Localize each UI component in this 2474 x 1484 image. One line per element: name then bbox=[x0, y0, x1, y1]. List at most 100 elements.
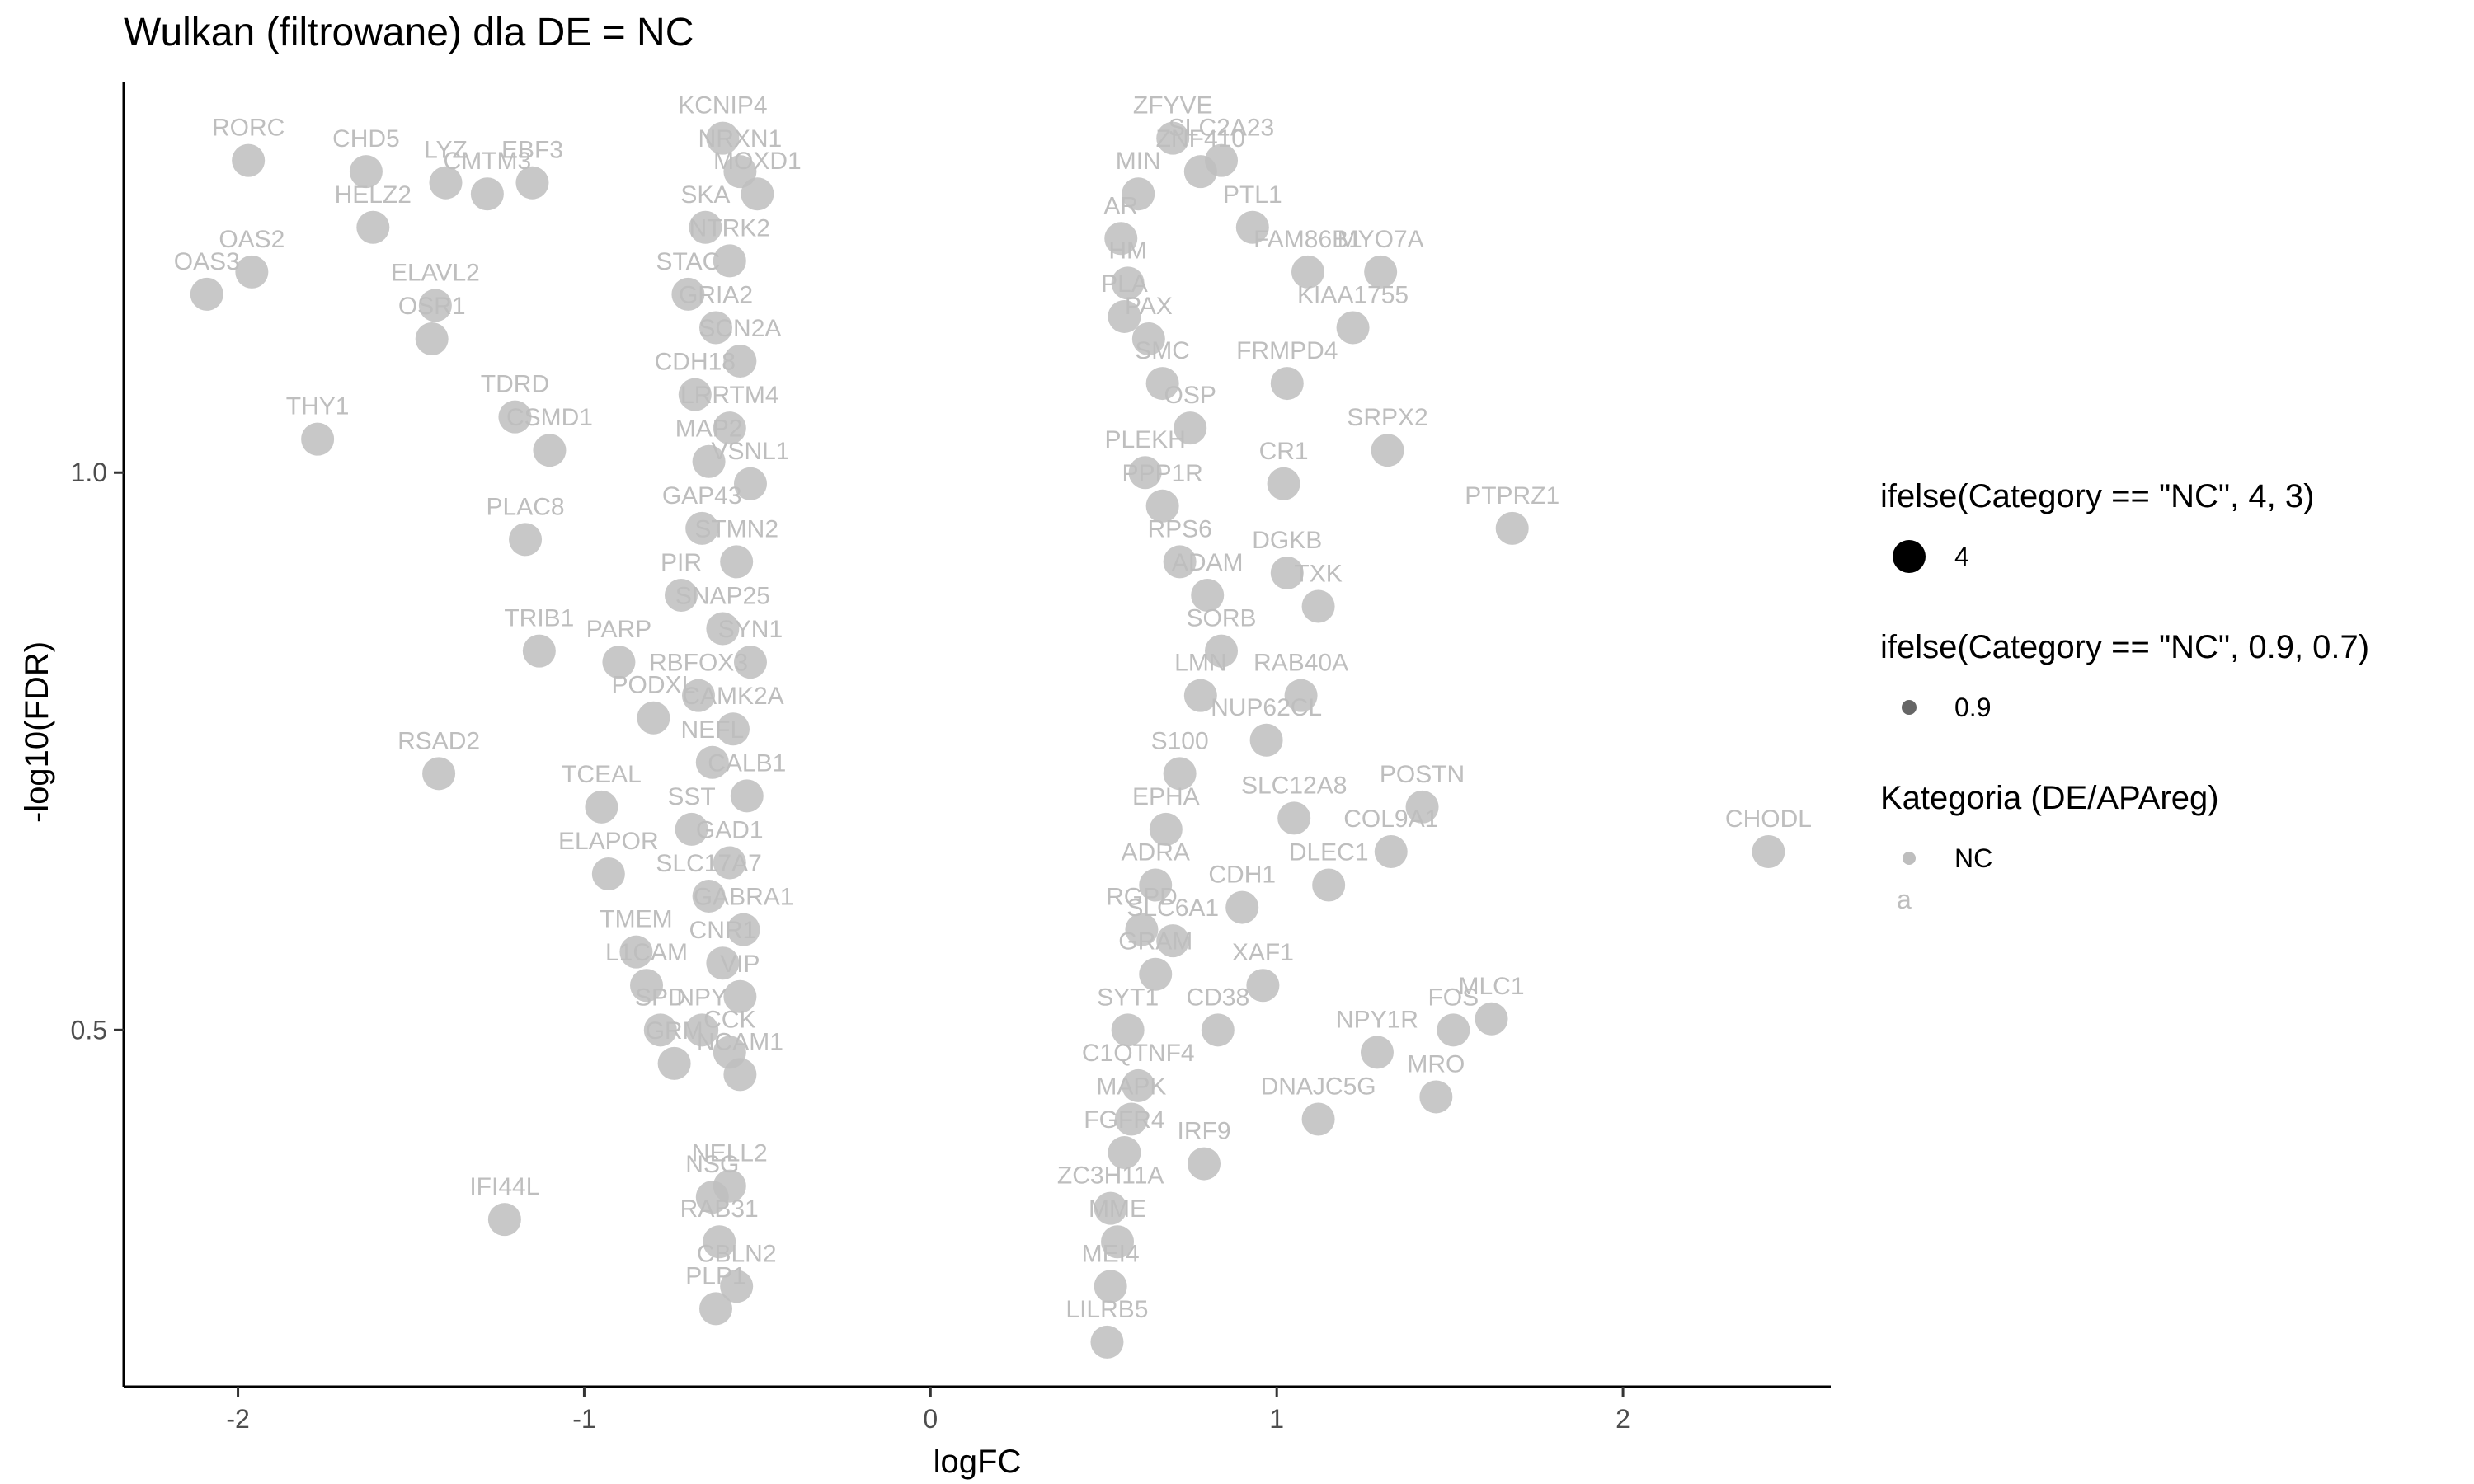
data-point bbox=[1108, 1136, 1141, 1170]
data-point bbox=[1225, 890, 1259, 924]
data-point bbox=[1108, 299, 1141, 333]
data-point bbox=[356, 210, 390, 244]
data-point bbox=[630, 969, 664, 1003]
data-point bbox=[713, 244, 746, 278]
point-label: PIR bbox=[661, 549, 702, 576]
point-label: OAS2 bbox=[219, 226, 285, 253]
point-label: SST bbox=[667, 783, 715, 810]
data-point bbox=[1267, 467, 1300, 500]
point-label: MIN bbox=[1116, 148, 1161, 175]
legend-size-title: ifelse(Category == "NC", 4, 3) bbox=[1880, 478, 2315, 514]
data-point bbox=[1122, 177, 1155, 211]
data-point bbox=[675, 812, 708, 846]
data-point bbox=[1437, 1013, 1470, 1047]
point-label: RPS6 bbox=[1147, 515, 1211, 542]
data-point bbox=[681, 679, 715, 712]
point-label: PTL1 bbox=[1223, 181, 1282, 209]
point-label: KIAA1755 bbox=[1297, 281, 1409, 308]
data-point bbox=[1205, 634, 1239, 668]
data-point bbox=[418, 289, 452, 322]
data-point bbox=[713, 1036, 746, 1069]
y-axis-title: -log10(FDR) bbox=[19, 641, 55, 823]
data-point bbox=[698, 311, 732, 345]
data-point bbox=[232, 143, 266, 177]
point-label: FOS bbox=[1427, 984, 1479, 1011]
point-label: SNAP25 bbox=[675, 583, 770, 610]
point-label: CSMD1 bbox=[506, 404, 593, 431]
point-label: NSG bbox=[685, 1151, 739, 1178]
data-point bbox=[1122, 1068, 1155, 1102]
data-point bbox=[349, 155, 383, 189]
data-point bbox=[692, 880, 726, 913]
data-point bbox=[522, 634, 556, 668]
point-label: SORB bbox=[1186, 605, 1256, 632]
point-label: SLC2A23 bbox=[1169, 115, 1274, 142]
legend-category-label: NC bbox=[1954, 843, 1993, 873]
data-point bbox=[1183, 155, 1217, 189]
data-point bbox=[733, 467, 767, 500]
legend-category: Kategoria (DE/APAreg) NC a bbox=[1880, 780, 2458, 918]
point-label: NUP62CL bbox=[1211, 694, 1322, 721]
data-point bbox=[643, 1013, 677, 1047]
point-label: C1QTNF4 bbox=[1082, 1040, 1195, 1067]
point-label: LRRTM4 bbox=[680, 382, 778, 409]
point-label: SMC bbox=[1135, 337, 1190, 364]
legend-size-label: 4 bbox=[1954, 541, 1969, 571]
point-label: EBF3 bbox=[501, 137, 563, 164]
point-label: NEFL bbox=[680, 716, 744, 744]
point-label: DGKB bbox=[1252, 527, 1322, 554]
data-point bbox=[713, 846, 746, 880]
point-label: KCNIP4 bbox=[678, 92, 767, 120]
point-label: RSAD2 bbox=[397, 727, 480, 754]
data-point bbox=[1371, 434, 1404, 467]
data-point bbox=[1114, 1102, 1148, 1136]
point-label: NCAM1 bbox=[697, 1028, 783, 1055]
point-label: SCN2A bbox=[698, 315, 781, 342]
point-label: ZNF410 bbox=[1156, 125, 1245, 153]
data-point bbox=[1249, 723, 1283, 757]
point-label: PARP bbox=[586, 616, 651, 643]
point-label: L1CAM bbox=[605, 939, 688, 966]
point-label: CHODL bbox=[1725, 805, 1812, 833]
point-label: AR bbox=[1103, 192, 1138, 219]
legend-size-key bbox=[1880, 533, 1938, 580]
data-point bbox=[1284, 679, 1318, 712]
data-point bbox=[1235, 210, 1269, 244]
data-point bbox=[1270, 367, 1304, 401]
data-point bbox=[1149, 812, 1183, 846]
point-label: SPD bbox=[635, 984, 686, 1011]
point-label: POSTN bbox=[1380, 761, 1465, 788]
point-label: CCK bbox=[703, 1006, 755, 1033]
point-label: SLC12A8 bbox=[1241, 772, 1347, 799]
data-point bbox=[1145, 489, 1179, 523]
data-point bbox=[706, 612, 740, 646]
point-label: OSP bbox=[1164, 382, 1216, 409]
data-point bbox=[723, 979, 757, 1013]
data-point bbox=[1090, 1325, 1124, 1359]
data-point bbox=[1163, 545, 1197, 579]
data-point bbox=[1139, 868, 1173, 902]
data-point bbox=[720, 1270, 754, 1303]
data-point bbox=[741, 177, 774, 211]
point-label: GRAM bbox=[1118, 928, 1192, 956]
data-point bbox=[619, 935, 653, 969]
data-point bbox=[1270, 556, 1304, 589]
data-point bbox=[703, 1225, 736, 1259]
point-label: SYN1 bbox=[718, 616, 783, 643]
data-point bbox=[1163, 757, 1197, 791]
legend: ifelse(Category == "NC", 4, 3) 4 ifelse(… bbox=[1880, 478, 2458, 967]
legend-alpha-title: ifelse(Category == "NC", 0.9, 0.7) bbox=[1880, 629, 2370, 665]
data-point bbox=[689, 210, 722, 244]
data-point bbox=[727, 913, 760, 946]
data-point bbox=[1111, 1013, 1145, 1047]
point-label: ELAPOR bbox=[558, 828, 659, 855]
point-label: ZFYVE bbox=[1133, 92, 1213, 120]
point-label: CBLN2 bbox=[697, 1240, 777, 1267]
data-point bbox=[1156, 924, 1190, 958]
points-layer bbox=[190, 121, 1785, 1359]
y-tick-label: 1.0 bbox=[71, 458, 107, 487]
point-label: PPP1R bbox=[1122, 460, 1202, 487]
data-point bbox=[692, 444, 726, 478]
point-label: EPHA bbox=[1132, 783, 1200, 810]
